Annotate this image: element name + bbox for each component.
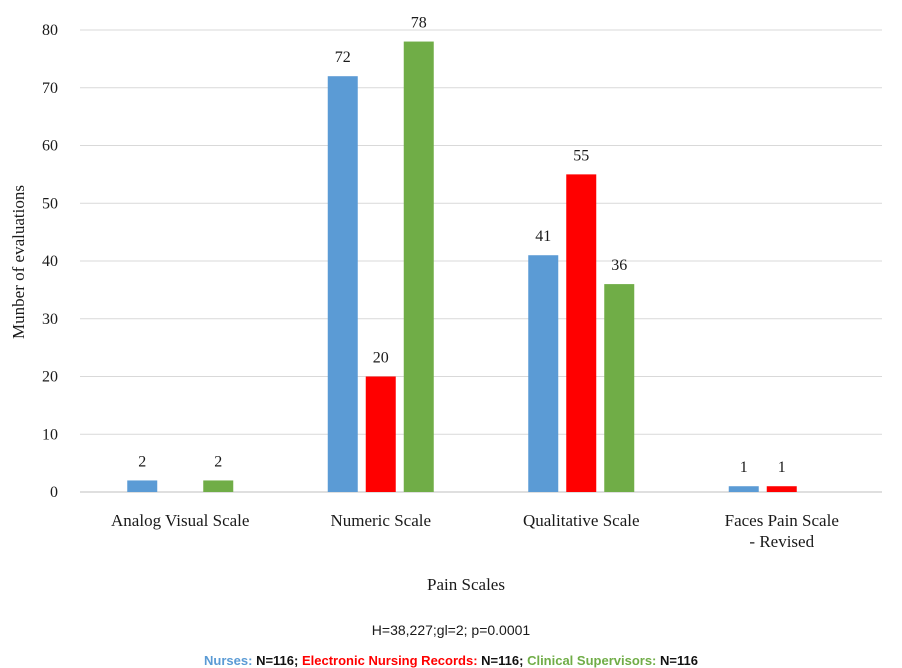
bar-0-2 <box>203 480 234 492</box>
y-tick-label-40: 40 <box>42 253 58 270</box>
y-tick-label-80: 80 <box>42 22 58 39</box>
x-axis-ticks: Analog Visual Scale Numeric Scale Qualitat… <box>111 511 839 551</box>
data-label-3-0: 1 <box>740 459 748 476</box>
x-tick-label-2: Qualitative Scale <box>523 511 640 530</box>
bar-2-2 <box>604 284 635 492</box>
bars <box>127 41 797 493</box>
data-label-2-0: 41 <box>535 228 551 245</box>
y-tick-label-10: 10 <box>42 426 58 443</box>
data-label-0-2: 2 <box>214 453 222 470</box>
legend-entry-nurses: Nurses: N=116; <box>204 653 302 668</box>
data-label-0-0: 2 <box>138 453 146 470</box>
x-tick-label-0: Analog Visual Scale <box>111 511 249 530</box>
x-tick-label-3-line-0: Faces Pain Scale <box>725 511 839 530</box>
data-label-2-2: 36 <box>611 257 627 274</box>
bar-1-2 <box>403 41 434 493</box>
legend-label-electronic-nursing-records: Electronic Nursing Records: <box>301 653 478 668</box>
x-tick-label-1: Numeric Scale <box>330 511 431 530</box>
data-label-1-0: 72 <box>335 49 351 66</box>
legend: Nurses: N=116; Electronic Nursing Record… <box>0 653 902 668</box>
y-tick-label-20: 20 <box>42 369 58 386</box>
y-tick-label-0: 0 <box>50 484 58 501</box>
data-label-1-2: 78 <box>411 15 427 32</box>
data-labels: 2 2 72 20 78 41 55 36 1 1 <box>138 15 786 477</box>
y-axis-ticks: 0 10 20 30 40 50 60 70 80 <box>42 22 58 501</box>
bar-3-0 <box>728 486 759 492</box>
legend-entry-electronic-nursing-records: Electronic Nursing Records: N=116; <box>302 653 527 668</box>
legend-count-clinical-supervisors: N=116 <box>656 653 698 668</box>
bar-3-1 <box>766 486 797 492</box>
legend-entry-clinical-supervisors: Clinical Supervisors: N=116 <box>527 653 698 668</box>
data-label-2-1: 55 <box>573 147 589 164</box>
legend-label-clinical-supervisors: Clinical Supervisors: <box>527 653 657 668</box>
y-tick-label-60: 60 <box>42 138 58 155</box>
bar-chart: 0 10 20 30 40 50 60 70 80 2 2 72 20 78 41 55 36 1 1 Analo… <box>9 15 882 594</box>
statistics-note: H=38,227;gl=2; p=0.0001 <box>371 622 531 638</box>
bar-1-0 <box>327 76 358 492</box>
legend-label-nurses: Nurses: <box>204 653 253 668</box>
bar-1-1 <box>365 376 396 492</box>
bar-2-0 <box>528 255 559 492</box>
y-tick-label-30: 30 <box>42 311 58 328</box>
bar-2-1 <box>566 174 597 492</box>
y-tick-label-70: 70 <box>42 80 58 97</box>
data-label-1-1: 20 <box>373 350 389 367</box>
x-axis-title: Pain Scales <box>427 575 505 594</box>
y-tick-label-50: 50 <box>42 195 58 212</box>
data-label-3-1: 1 <box>778 459 786 476</box>
bar-0-0 <box>127 480 158 492</box>
x-tick-label-3-line-1: - Revised <box>749 532 814 551</box>
gridlines <box>80 29 882 493</box>
legend-count-nurses: N=116; <box>252 653 299 668</box>
y-axis-title: Munber of evaluations <box>9 185 28 339</box>
legend-count-electronic-nursing-records: N=116; <box>477 653 524 668</box>
